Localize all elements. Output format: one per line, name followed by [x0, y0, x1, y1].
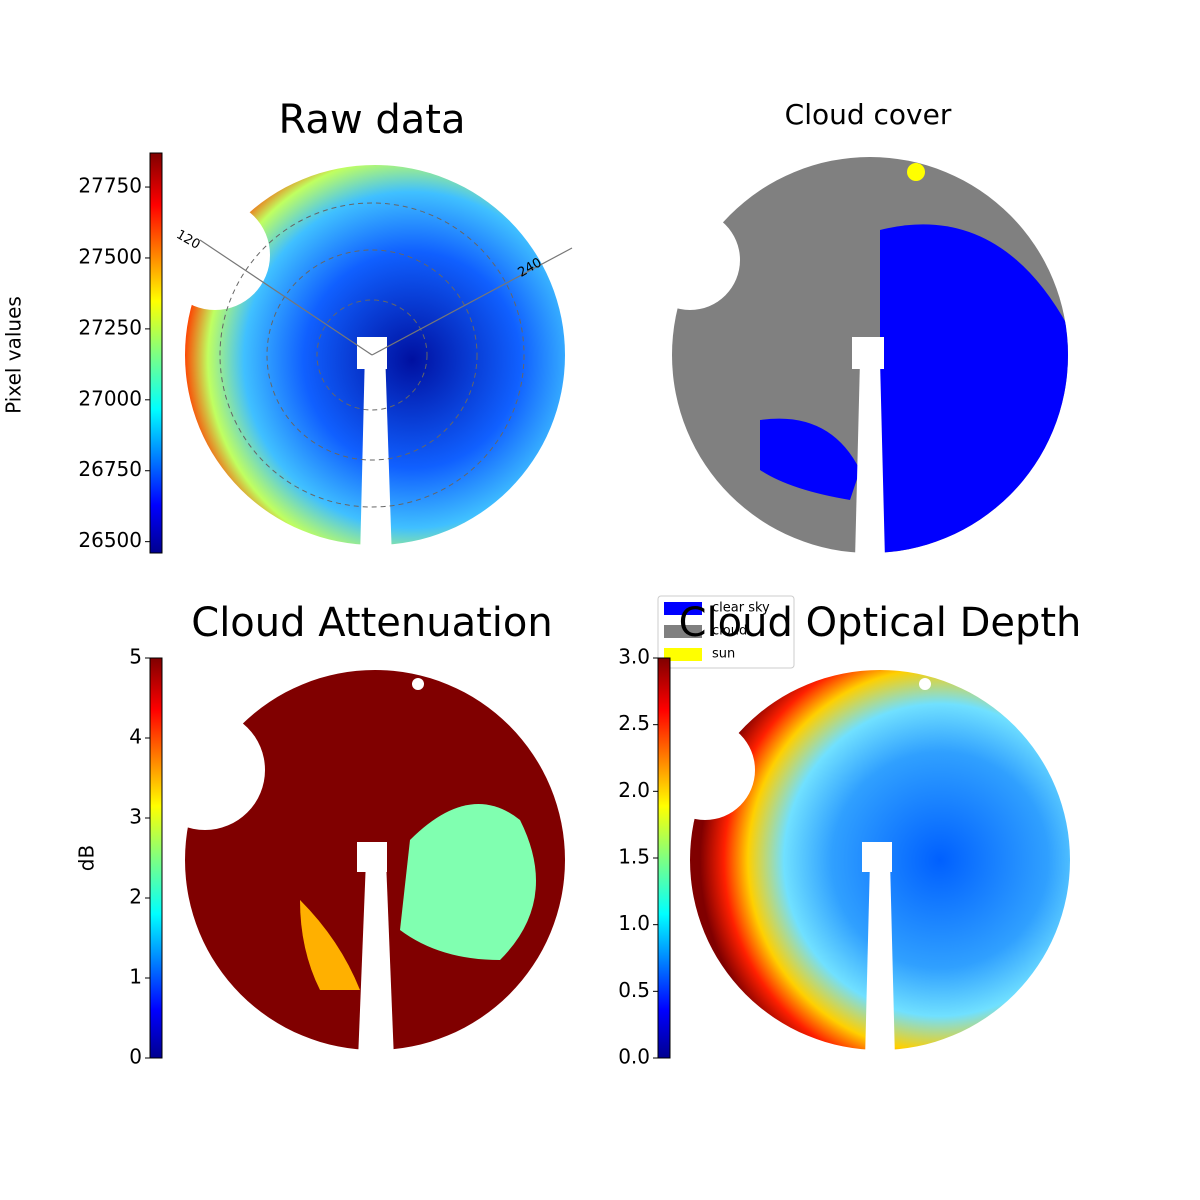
colorbar-tick-label: 27500 [78, 244, 142, 268]
legend-label: clear sky [712, 601, 770, 616]
colorbar-tick-label: 2.0 [618, 778, 650, 802]
legend-label: cloud [712, 624, 747, 639]
colorbar-tick-label: 0 [129, 1045, 142, 1069]
colorbar-tick-label: 2 [129, 885, 142, 909]
sky-images [145, 157, 1070, 1060]
colorbar-label: dB [75, 845, 99, 871]
colorbar-label: Pixel values [2, 296, 26, 414]
legend-swatch [664, 602, 702, 615]
panels: Raw data 26500 26750 27000 27250 27500 27750 Pi… [2, 97, 1082, 1069]
colorbar-tick-label: 4 [129, 725, 142, 749]
colorbar-tick-label: 1 [129, 965, 142, 989]
legend-swatch [664, 625, 702, 638]
colorbar-tick-label: 27250 [78, 315, 142, 339]
colorbar-tick-label: 5 [129, 645, 142, 669]
panel-title: Cloud Attenuation [191, 600, 552, 646]
colorbar-tick-label: 3 [129, 805, 142, 829]
colorbar-tick-label: 26500 [78, 528, 142, 552]
legend-label: sun [712, 647, 735, 662]
legend-swatch [664, 648, 702, 661]
colorbar-tick-label: 1.5 [618, 845, 650, 869]
colorbar [149, 657, 163, 1059]
colorbar-tick-label: 27000 [78, 386, 142, 410]
colorbar-tick-label: 3.0 [618, 645, 650, 669]
panel-title: Raw data [279, 97, 466, 143]
colorbar-tick-label: 2.5 [618, 711, 650, 735]
colorbar [657, 657, 671, 1059]
colorbar-tick-label: 26750 [78, 457, 142, 481]
panel-title: Cloud cover [785, 98, 952, 131]
colorbar-tick-label: 0.5 [618, 978, 650, 1002]
colorbar-tick-label: 1.0 [618, 911, 650, 935]
colorbar [149, 152, 163, 554]
colorbar-tick-label: 27750 [78, 174, 142, 198]
colorbar-tick-label: 0.0 [618, 1045, 650, 1069]
panel-title: Cloud Optical Depth [679, 600, 1082, 646]
